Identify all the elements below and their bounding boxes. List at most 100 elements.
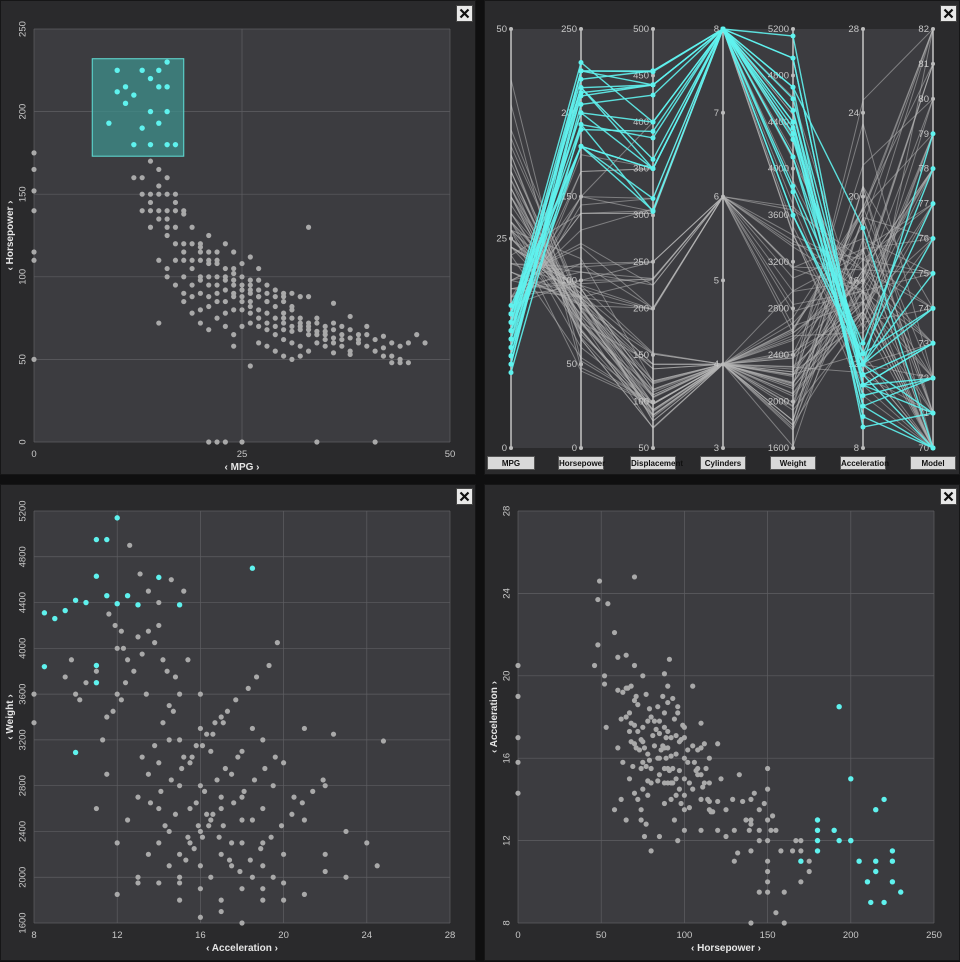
- data-point: [262, 765, 268, 772]
- highlighted-point: [135, 602, 141, 608]
- pc-highlight-point: [790, 137, 796, 143]
- data-point: [147, 158, 154, 164]
- data-point: [620, 759, 626, 765]
- close-button[interactable]: [940, 5, 957, 22]
- data-point: [266, 662, 272, 669]
- data-point: [289, 340, 295, 346]
- data-point: [222, 265, 228, 272]
- pc-highlight-point: [930, 445, 936, 451]
- data-point: [515, 759, 521, 765]
- close-button[interactable]: [456, 5, 473, 22]
- scatter-chart-acceleration-weight[interactable]: 8 12 16 20 24 28 1600 2000 2400 2800 3200 3600 4000 4…: [1, 485, 477, 962]
- data-point: [256, 294, 262, 300]
- y-tick-label: 50: [18, 354, 29, 365]
- pc-tick-label: 50: [638, 443, 649, 454]
- data-point: [289, 315, 295, 321]
- data-point: [798, 848, 804, 854]
- data-point: [675, 710, 681, 716]
- pc-axis-button-weight[interactable]: Weight: [770, 456, 816, 470]
- close-button[interactable]: [456, 488, 473, 505]
- data-point: [210, 731, 216, 737]
- pc-axis-button-model[interactable]: Model: [910, 456, 956, 470]
- highlighted-point: [122, 100, 129, 107]
- data-point: [156, 599, 162, 606]
- highlighted-point: [156, 120, 162, 126]
- pc-axis-button-displacement[interactable]: Displacement: [630, 456, 683, 470]
- data-point: [715, 827, 721, 833]
- data-point: [789, 848, 796, 854]
- pc-highlight-point: [650, 208, 656, 214]
- data-point: [218, 897, 224, 903]
- data-point: [256, 287, 262, 293]
- data-point: [611, 629, 618, 636]
- highlighted-point: [72, 749, 79, 756]
- data-point: [212, 720, 218, 726]
- close-button[interactable]: [940, 488, 957, 505]
- data-point: [114, 691, 120, 697]
- pc-tick-mark: [861, 446, 865, 450]
- data-point: [703, 765, 709, 772]
- data-point: [364, 323, 370, 329]
- data-point: [330, 340, 337, 346]
- data-point: [260, 840, 266, 846]
- data-point: [135, 794, 141, 800]
- pc-tick-label: 0: [572, 443, 577, 454]
- scatter-chart-horsepower-acceleration[interactable]: 0 50 100 150 200 250 8 12 16 20 24 28 ‹ Horsepower ›…: [485, 485, 960, 962]
- pc-highlight-point: [578, 60, 584, 66]
- data-point: [673, 792, 679, 798]
- data-point: [793, 838, 799, 844]
- pc-tick-mark: [861, 278, 865, 283]
- pc-axis-button-cylinders[interactable]: Cylinders: [700, 456, 746, 470]
- x-tick-label: 28: [445, 930, 456, 941]
- data-point: [322, 868, 328, 875]
- pc-highlight-point: [860, 414, 866, 420]
- data-point: [651, 743, 658, 749]
- data-point: [646, 757, 653, 763]
- data-point: [650, 732, 656, 739]
- data-point: [765, 817, 771, 823]
- data-point: [197, 783, 203, 789]
- data-point: [156, 257, 162, 263]
- pc-tick-label: 5: [714, 275, 719, 286]
- data-point: [152, 743, 158, 749]
- data-point: [189, 257, 195, 263]
- pc-tick-label: 3600: [768, 210, 789, 221]
- data-point: [781, 920, 787, 926]
- pc-axis-button-horsepower[interactable]: Horsepower: [558, 456, 605, 470]
- pc-tick-label: 73: [918, 338, 929, 349]
- data-point: [623, 714, 629, 720]
- highlighted-point: [836, 837, 842, 844]
- data-point: [118, 628, 124, 634]
- pc-highlight-point: [790, 154, 796, 160]
- data-point: [671, 716, 678, 722]
- data-point: [656, 718, 663, 724]
- pc-axis-button-mpg[interactable]: MPG: [487, 456, 535, 470]
- pc-tick-mark: [651, 259, 655, 264]
- data-point: [681, 776, 687, 782]
- highlighted-point: [889, 848, 896, 854]
- data-point: [628, 683, 634, 689]
- data-point: [773, 910, 779, 916]
- data-point: [204, 731, 210, 737]
- data-point: [723, 833, 729, 840]
- data-point: [673, 776, 679, 782]
- data-point: [615, 745, 621, 751]
- data-point: [380, 738, 387, 744]
- pc-tick-label: 2800: [768, 303, 789, 314]
- data-point: [314, 340, 320, 346]
- data-point: [245, 685, 251, 691]
- data-point: [272, 303, 278, 310]
- data-point: [158, 788, 164, 794]
- data-point: [201, 788, 208, 794]
- data-point: [260, 863, 266, 869]
- pc-highlight-point: [508, 328, 514, 334]
- pc-axis-button-acceleration[interactable]: Acceleration: [840, 456, 889, 470]
- parallel-coordinates-chart[interactable]: 5025025020015010050050045040035030025020…: [485, 1, 960, 476]
- scatter-chart-mpg-horsepower[interactable]: 0 25 50 0 50 100 150 200 250 ‹ MPG › ‹ Horsepower …: [1, 1, 477, 476]
- y-tick-label: 1600: [18, 912, 29, 933]
- data-point: [156, 183, 162, 189]
- close-icon: [459, 8, 470, 19]
- data-point: [675, 704, 681, 710]
- brush-selection[interactable]: [91, 58, 185, 157]
- data-point: [218, 805, 224, 812]
